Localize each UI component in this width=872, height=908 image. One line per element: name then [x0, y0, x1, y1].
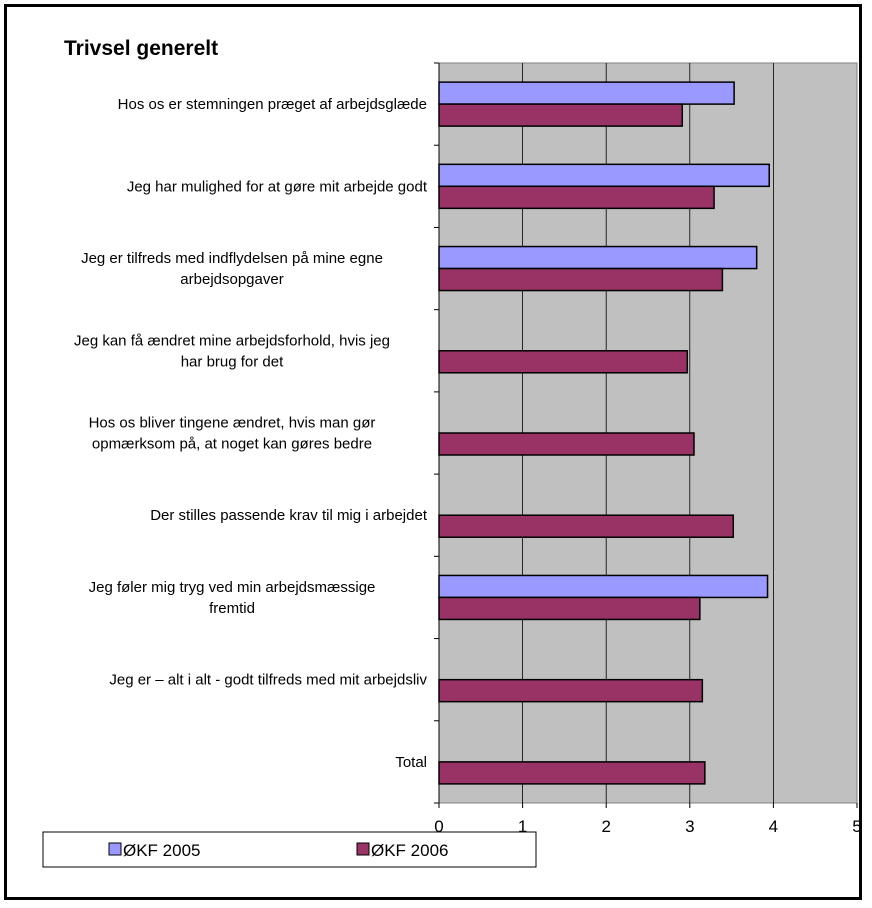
category-label: Der stilles passende krav til mig i arbe… [150, 507, 428, 524]
bars-layer [438, 81, 770, 785]
category-label: opmærksom på, at noget kan gøres bedre [92, 436, 372, 453]
bar-2006 [438, 678, 704, 703]
bar-2005 [438, 245, 758, 270]
category-label: Hos os er stemningen præget af arbejdsgl… [118, 96, 427, 113]
legend: ØKF 2005 ØKF 2006 [42, 831, 537, 868]
legend-label: ØKF 2005 [123, 841, 201, 860]
x-tick-label: 0 [434, 817, 443, 836]
category-label: Hos os bliver tingene ændret, hvis man g… [89, 415, 376, 432]
bar-2006 [438, 514, 735, 538]
category-label: Jeg føler mig tryg ved min arbejdsmæssig… [89, 579, 376, 596]
x-axis-ticks: 0 1 2 3 4 5 [434, 803, 862, 836]
x-tick-label: 5 [852, 817, 861, 836]
x-tick-label: 2 [601, 817, 610, 836]
category-label: Jeg kan få ændret mine arbejdsforhold, h… [74, 332, 390, 349]
category-label: arbejdsopgaver [180, 271, 283, 288]
category-label: Jeg er – alt i alt - godt tilfreds med m… [109, 672, 427, 689]
bar-2006 [438, 596, 701, 621]
x-tick-label: 4 [769, 817, 778, 836]
legend-label: ØKF 2006 [371, 841, 449, 860]
category-label: Jeg er tilfreds med indflydelsen på mine… [81, 250, 383, 267]
category-label: fremtid [209, 600, 255, 617]
x-tick-label: 1 [518, 817, 527, 836]
category-label: har brug for det [181, 353, 284, 370]
bar-2006 [438, 103, 684, 127]
category-label: Total [395, 754, 427, 771]
bar-2006 [438, 267, 724, 292]
bar-2006 [438, 761, 706, 785]
x-tick-label: 3 [685, 817, 694, 836]
chart-title: Trivsel generelt [64, 37, 218, 60]
bar-2005 [438, 81, 735, 105]
bar-2005 [438, 163, 770, 188]
bar-2006 [438, 432, 695, 456]
bar-2006 [438, 350, 689, 374]
legend-swatch [356, 842, 370, 856]
category-labels: Hos os er stemningen præget af arbejdsgl… [74, 96, 428, 771]
bar-2005 [438, 574, 769, 599]
bar-2006 [438, 185, 715, 210]
category-label: Jeg har mulighed for at gøre mit arbejde… [127, 178, 428, 195]
legend-box [42, 831, 537, 868]
legend-swatch [108, 842, 122, 856]
